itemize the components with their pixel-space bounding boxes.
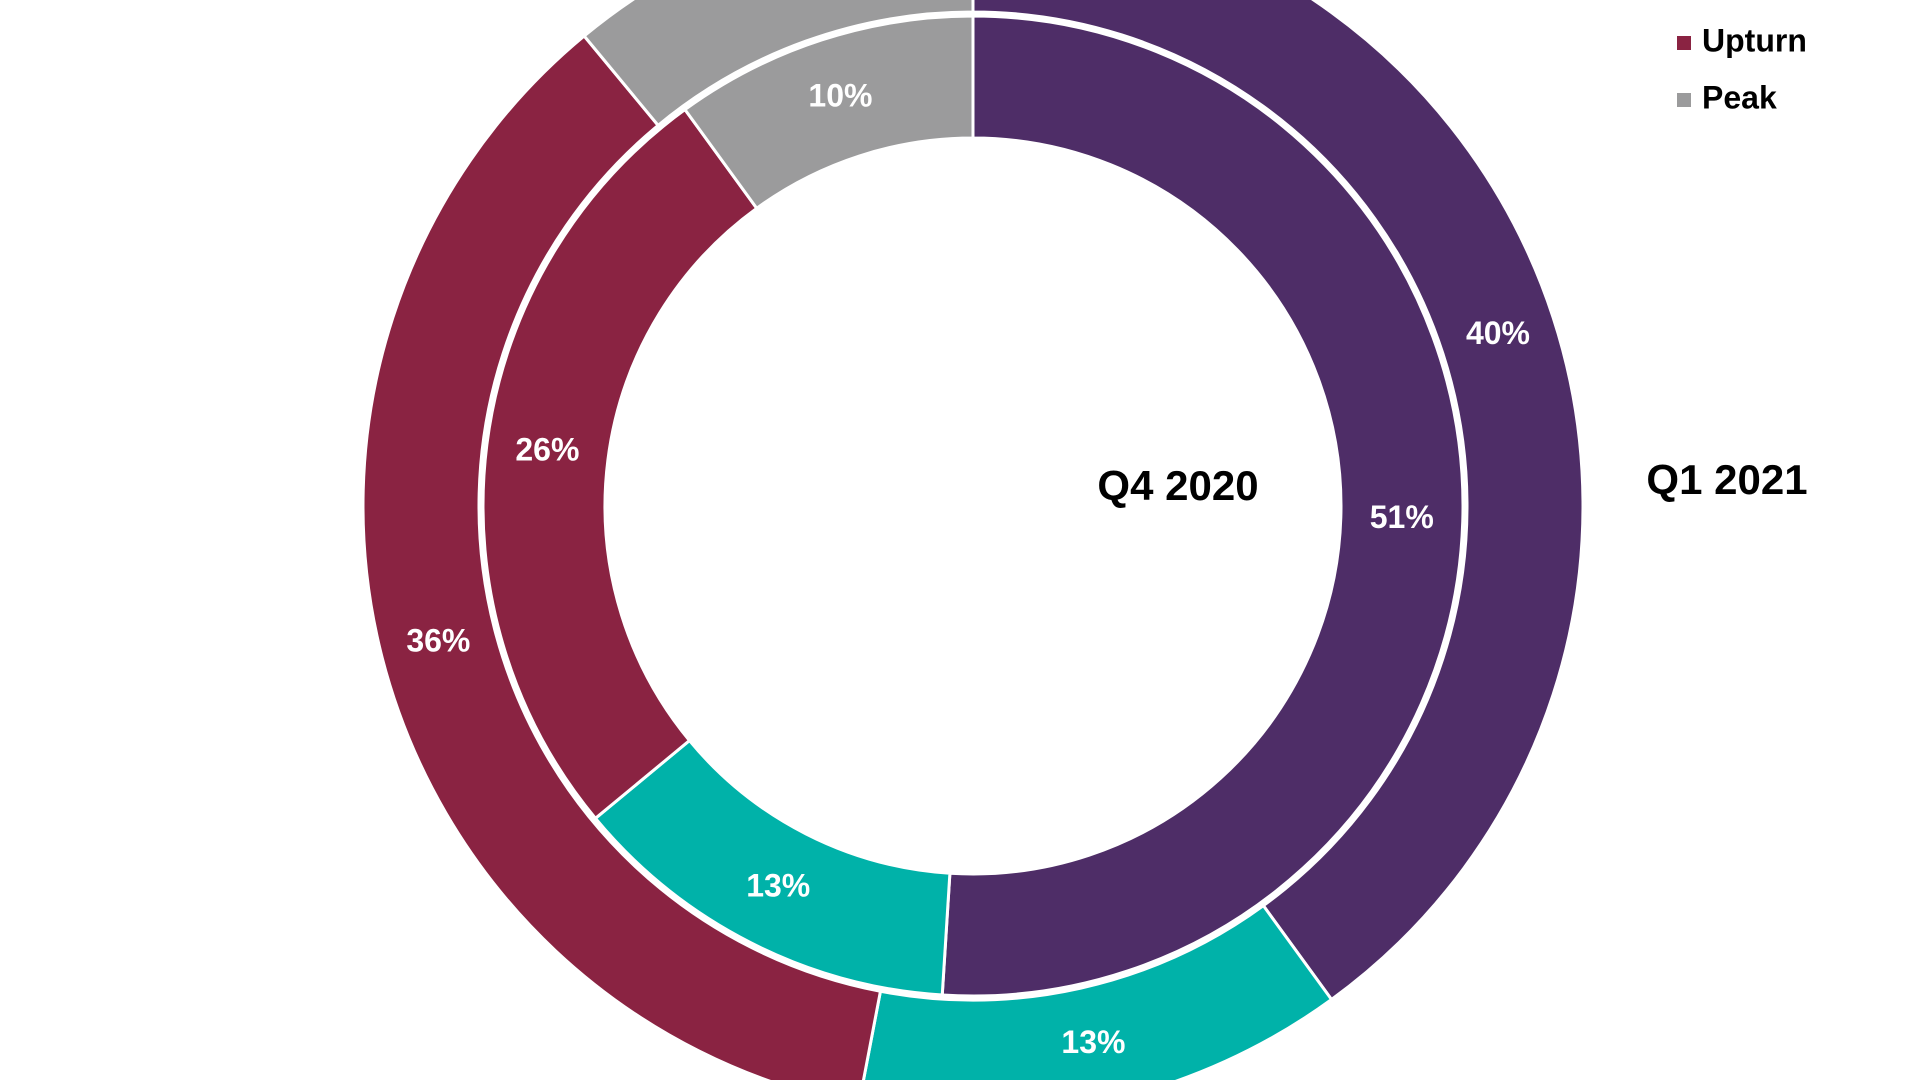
segment-labels-layer: 51% 13% 26% 10% 40% 13% 36% (406, 77, 1530, 1060)
legend: Upturn Peak (1677, 22, 1807, 115)
inner-ring-segment-downturn (940, 14, 1465, 998)
outer-ring-segment-peak (582, 0, 975, 128)
outer-ring-label-upturn: 36% (406, 623, 470, 659)
inner-ring-segment-upturn (481, 107, 759, 821)
legend-swatch-upturn (1677, 36, 1691, 50)
outer-ring-label-trough: 13% (1061, 1024, 1125, 1060)
outer-ring-segment-downturn (971, 0, 1585, 1002)
outer-ring-label: Q1 2021 (1646, 456, 1807, 503)
outer-ring-segment-trough (861, 903, 1334, 1080)
outer-ring-segment-upturn (361, 33, 883, 1080)
legend-label-peak: Peak (1702, 79, 1777, 115)
inner-ring-label-trough: 13% (746, 868, 810, 904)
legend-label-upturn: Upturn (1702, 22, 1807, 58)
inner-ring-label-peak: 10% (808, 77, 872, 113)
ring-names-layer: Q4 2020 Q1 2021 (1097, 456, 1807, 509)
outer-ring-label-downturn: 40% (1466, 315, 1530, 351)
inner-ring-label-downturn: 51% (1370, 499, 1434, 535)
inner-ring-label: Q4 2020 (1097, 462, 1258, 509)
inner-ring-label-upturn: 26% (515, 432, 579, 468)
legend-swatch-peak (1677, 93, 1691, 107)
inner-ring-segment-peak (682, 14, 975, 211)
segments-layer (361, 0, 1585, 1080)
